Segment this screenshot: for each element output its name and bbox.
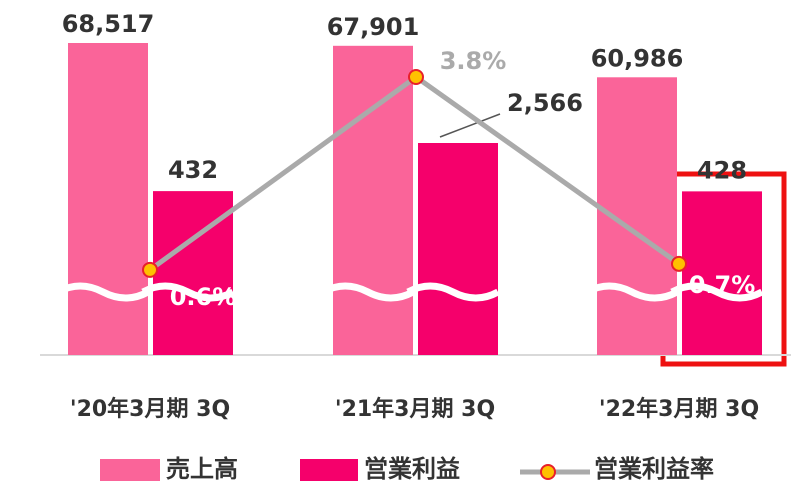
data-label: 60,986 xyxy=(591,44,684,72)
leader-line xyxy=(439,113,501,138)
data-label: 2,566 xyxy=(507,89,583,117)
bar xyxy=(333,45,413,356)
legend-marker xyxy=(540,464,556,480)
legend-swatch xyxy=(100,459,160,481)
data-label: 68,517 xyxy=(62,10,155,38)
data-label: 432 xyxy=(168,156,218,184)
legend-label: 営業利益 xyxy=(364,455,460,483)
axis-break xyxy=(141,282,235,302)
x-tick-label: '22年3月期 3Q xyxy=(599,396,759,422)
axis-break xyxy=(56,282,150,302)
axis-break xyxy=(585,282,679,302)
bar xyxy=(418,143,498,355)
data-label: 67,901 xyxy=(327,13,420,41)
data-label: 3.8% xyxy=(440,47,507,75)
axis-break xyxy=(406,282,500,302)
marker xyxy=(408,69,424,85)
marker xyxy=(671,255,687,272)
axis-break xyxy=(670,282,764,302)
legend-label: 営業利益率 xyxy=(594,455,714,483)
marker xyxy=(142,261,158,278)
x-tick-label: '21年3月期 3Q xyxy=(335,396,495,422)
legend-swatch xyxy=(300,459,358,481)
data-label: 428 xyxy=(697,156,747,184)
x-tick-label: '20年3月期 3Q xyxy=(70,396,230,422)
data-label: 0.6% xyxy=(170,283,237,311)
bar xyxy=(682,191,762,355)
data-label: 0.7% xyxy=(689,271,756,299)
bar xyxy=(68,43,148,355)
legend-label: 売上高 xyxy=(166,455,238,483)
axis-break xyxy=(321,282,415,302)
